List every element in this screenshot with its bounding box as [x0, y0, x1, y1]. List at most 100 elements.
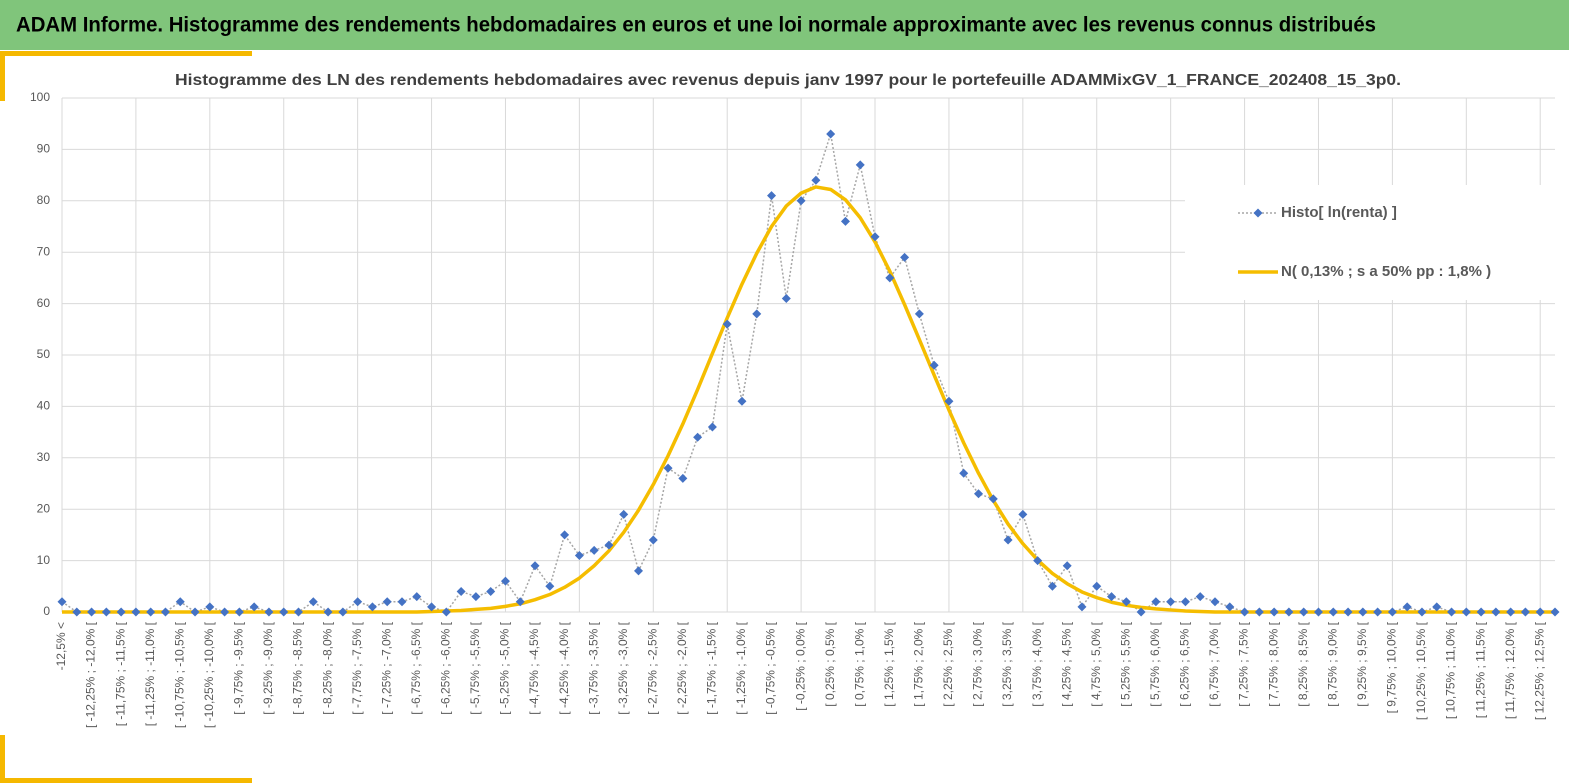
data-point [175, 597, 185, 607]
data-point [1447, 607, 1457, 617]
data-point [1461, 607, 1471, 617]
data-point [1062, 561, 1072, 571]
x-tick-label: [ 6,25% ; 6,5% [ [1178, 621, 1192, 706]
x-tick-label: [ -4,75% ; -4,5% [ [527, 621, 541, 714]
data-point [308, 597, 318, 607]
data-point [1476, 607, 1486, 617]
x-tick-label: [ 1,25% ; 1,5% [ [882, 621, 896, 706]
data-point [87, 607, 97, 617]
x-tick-label: [ 7,25% ; 7,5% [ [1237, 621, 1251, 706]
data-point [973, 489, 983, 499]
data-point [530, 561, 540, 571]
x-tick-label: [ 8,75% ; 9,0% [ [1325, 621, 1339, 706]
y-tick-label: 70 [37, 244, 51, 258]
x-tick-label: [ -7,25% ; -7,0% [ [379, 621, 393, 714]
x-tick-label: [ -5,75% ; -5,5% [ [468, 621, 482, 714]
data-point [767, 191, 777, 201]
data-point [1506, 607, 1516, 617]
data-point [205, 602, 215, 612]
data-point [634, 566, 644, 576]
x-tick-label: [ -0,75% ; -0,5% [ [764, 621, 778, 714]
data-point [412, 592, 422, 602]
data-point [441, 607, 451, 617]
data-point [471, 592, 481, 602]
x-tick-label: [ 10,75% ; 11,0% [ [1444, 621, 1458, 719]
x-tick-label: [ -11,75% ; -11,5% [ [113, 621, 127, 726]
y-tick-label: 80 [37, 193, 51, 207]
x-tick-label: [ -3,25% ; -3,0% [ [616, 621, 630, 714]
data-point [1166, 597, 1176, 607]
data-point [160, 607, 170, 617]
data-point [648, 535, 658, 545]
data-point [1225, 602, 1235, 612]
data-point [264, 607, 274, 617]
x-tick-label: [ 4,25% ; 4,5% [ [1059, 621, 1073, 706]
x-tick-label: [ 0,75% ; 1,0% [ [852, 621, 866, 706]
x-tick-label: [ 11,25% ; 11,5% [ [1473, 621, 1487, 718]
data-point [914, 309, 924, 319]
data-point [397, 597, 407, 607]
y-tick-label: 30 [37, 450, 51, 464]
y-tick-label: 50 [37, 347, 51, 361]
data-point [1328, 607, 1338, 617]
x-tick-label: [ -1,75% ; -1,5% [ [705, 621, 719, 714]
x-tick-label: [ -8,25% ; -8,0% [ [320, 621, 334, 714]
data-point [560, 530, 570, 540]
y-tick-label: 100 [30, 90, 50, 104]
corner-accent [0, 51, 5, 101]
data-point [545, 581, 555, 591]
x-tick-label: [ 2,75% ; 3,0% [ [971, 621, 985, 706]
data-point [72, 607, 82, 617]
data-point [678, 473, 688, 483]
x-tick-label: -12,5% < [54, 622, 68, 670]
data-point [1284, 607, 1294, 617]
data-point [1003, 535, 1013, 545]
data-point [1358, 607, 1368, 617]
data-point [1535, 607, 1545, 617]
y-tick-label: 20 [37, 501, 51, 515]
x-tick-label: [ -9,75% ; -9,5% [ [232, 621, 246, 714]
data-point [944, 396, 954, 406]
data-point [486, 586, 496, 596]
data-point [249, 602, 259, 612]
data-point [367, 602, 377, 612]
data-point [1520, 607, 1530, 617]
data-point [456, 586, 466, 596]
x-tick-label: [ -8,75% ; -8,5% [ [291, 621, 305, 714]
legend-box [1185, 185, 1565, 300]
data-point [1299, 607, 1309, 617]
x-tick-label: [ -10,25% ; -10,0% [ [202, 621, 216, 728]
data-point [1343, 607, 1353, 617]
data-point [752, 309, 762, 319]
x-tick-label: [ 11,75% ; 12,0% [ [1503, 621, 1517, 719]
data-point [1077, 602, 1087, 612]
y-tick-label: 90 [37, 142, 51, 156]
data-point [279, 607, 289, 617]
y-tick-label: 60 [37, 296, 51, 310]
x-tick-label: [ -6,25% ; -6,0% [ [439, 621, 453, 714]
data-point [1269, 607, 1279, 617]
corner-accent [0, 51, 252, 56]
data-point [57, 597, 67, 607]
x-tick-label: [ 4,75% ; 5,0% [ [1089, 621, 1103, 706]
data-point [294, 607, 304, 617]
x-tick-label: [ 3,75% ; 4,0% [ [1030, 621, 1044, 706]
data-point [707, 422, 717, 432]
x-tick-label: [ -4,25% ; -4,0% [ [557, 621, 571, 714]
data-point [234, 607, 244, 617]
x-tick-label: [ -1,25% ; -1,0% [ [734, 621, 748, 714]
data-point [1417, 607, 1427, 617]
data-point [338, 607, 348, 617]
x-tick-label: [ -11,25% ; -11,0% [ [143, 621, 157, 726]
data-point [116, 607, 126, 617]
x-tick-label: [ -3,75% ; -3,5% [ [586, 621, 600, 714]
x-tick-label: [ 9,25% ; 9,5% [ [1355, 621, 1369, 706]
chart-title: Histogramme des LN des rendements hebdom… [175, 72, 1401, 89]
data-point [190, 607, 200, 617]
data-point [1033, 556, 1043, 566]
data-point [781, 293, 791, 303]
data-point [146, 607, 156, 617]
data-point [663, 463, 673, 473]
x-tick-label: [ 9,75% ; 10,0% [ [1385, 621, 1399, 713]
